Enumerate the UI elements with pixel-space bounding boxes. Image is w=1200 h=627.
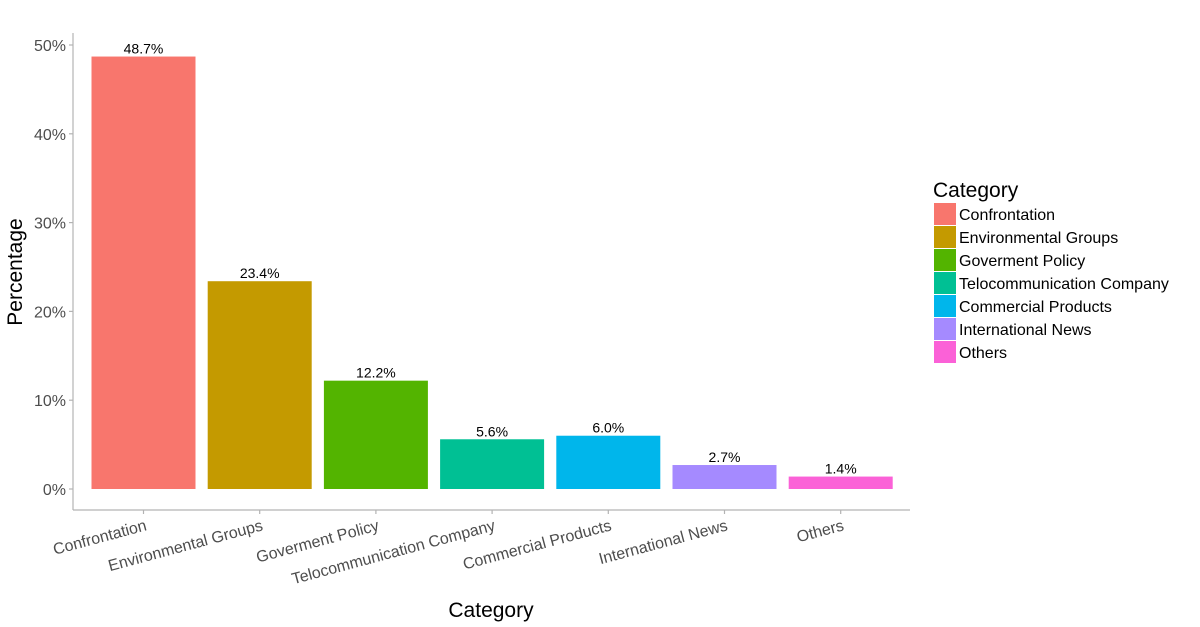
bar [788, 476, 893, 489]
bar-value-label: 48.7% [124, 41, 164, 57]
bar [91, 56, 196, 489]
legend-items: Confrontation Environmental Groups Goverme… [934, 203, 1169, 363]
x-tick-label: Telocommunication Company [290, 517, 497, 588]
legend-swatch [934, 203, 956, 225]
bar-value-label: 5.6% [476, 423, 508, 439]
y-tick-label: 0% [43, 482, 66, 499]
y-axis-title: Percentage [4, 218, 27, 325]
y-tick-label: 10% [34, 393, 66, 410]
legend-label: Goverment Policy [959, 253, 1085, 270]
bar-value-labels: 48.7% 23.4% 12.2% 5.6% 6.0% 2.7% 1.4% [124, 41, 857, 477]
bar-value-label: 2.7% [709, 449, 741, 465]
bar [207, 281, 312, 489]
legend-swatch [934, 272, 956, 294]
x-axis-title: Category [448, 599, 534, 622]
bar [556, 435, 661, 489]
x-tick-label: International News [597, 517, 729, 568]
legend-swatch [934, 249, 956, 271]
bar-value-label: 23.4% [240, 265, 280, 281]
legend-label: Environmental Groups [959, 230, 1118, 247]
bar [672, 465, 777, 489]
bar-value-label: 1.4% [825, 461, 857, 477]
y-tick-label: 20% [34, 304, 66, 321]
legend-swatch [934, 226, 956, 248]
bar-value-label: 12.2% [356, 365, 396, 381]
y-tick-label: 30% [34, 216, 66, 233]
legend: Category Confrontation Environmental Grou… [933, 179, 1169, 363]
y-tick-label: 40% [34, 127, 66, 144]
legend-label: International News [959, 322, 1092, 339]
legend-swatch [934, 341, 956, 363]
x-tick-label: Others [795, 517, 846, 546]
bar [440, 439, 545, 489]
bars [91, 56, 893, 489]
bar-value-label: 6.0% [592, 420, 624, 436]
legend-label: Commercial Products [959, 299, 1112, 316]
legend-swatch [934, 295, 956, 317]
legend-label: Telocommunication Company [959, 276, 1169, 293]
y-tick-label: 50% [34, 38, 66, 55]
legend-title: Category [933, 179, 1019, 202]
legend-swatch [934, 318, 956, 340]
legend-label: Others [959, 345, 1007, 362]
bar [323, 380, 428, 489]
y-ticks: 0% 10% 20% 30% 40% 50% [34, 38, 73, 499]
legend-label: Confrontation [959, 207, 1055, 224]
